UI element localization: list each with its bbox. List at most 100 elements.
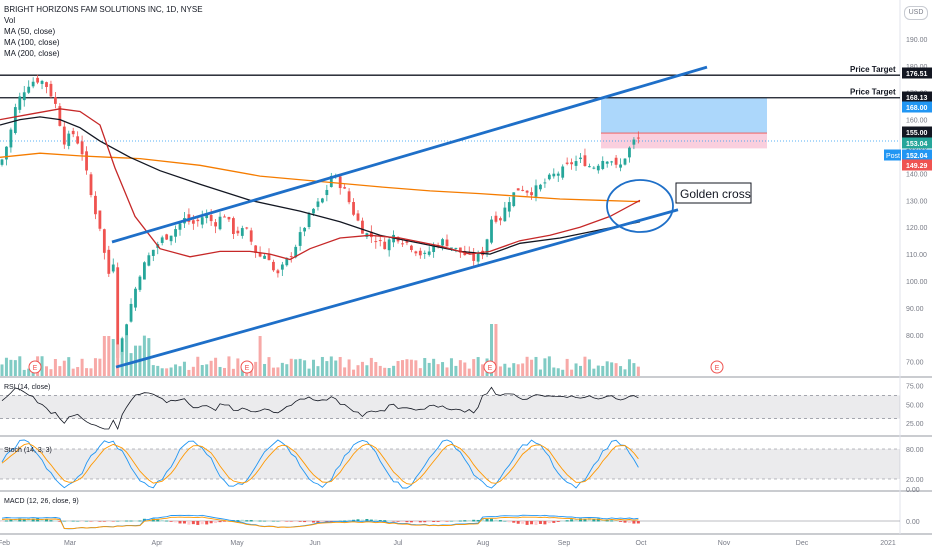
candle-body [227,216,231,220]
y-tick-label: 160.00 [906,118,928,125]
volume-bar [249,368,253,376]
candle-body [165,234,169,240]
volume-bar [596,365,600,376]
macd-histogram-bar [280,521,284,522]
candle-body [547,174,551,180]
volume-bar [507,367,511,376]
volume-bar [352,369,356,376]
macd-histogram-bar [525,521,529,525]
macd-histogram-bar [178,521,182,524]
macd-histogram-bar [485,518,489,522]
macd-histogram-bar [498,520,502,522]
macd-histogram-bar [592,518,596,522]
candle-body [85,151,88,171]
indicator-vol[interactable]: Vol [4,16,16,25]
macd-histogram-bar [187,521,191,525]
volume-bar [627,359,631,376]
x-tick-label: Oct [636,540,647,547]
macd-histogram-bar [405,521,409,523]
volume-bar [22,369,26,376]
macd-histogram-bar [463,520,467,522]
candle-body [67,133,71,146]
volume-bar [583,356,587,376]
macd-histogram-bar [476,519,480,522]
volume-bar [356,365,360,376]
channel-upper-line [111,65,708,244]
volume-bar [0,364,4,376]
volume-bar [231,368,235,376]
volume-bar [574,363,578,376]
volume-bar [285,364,289,376]
candle-body [191,220,195,224]
volume-bar [503,363,507,376]
macd-histogram-bar [579,518,582,522]
volume-bar [619,366,623,376]
price-label-value: 168.00 [906,105,928,112]
candle-body [552,173,556,177]
candle-body [27,86,31,93]
candle-body [507,202,511,212]
volume-bar [534,356,538,376]
macd-histogram-bar [151,518,155,522]
volume-bar [414,360,418,376]
currency-badge[interactable]: USD [904,6,928,20]
macd-histogram-bar [174,521,178,523]
volume-bar [196,356,200,376]
candle-body [102,229,106,253]
indicator-ma200[interactable]: MA (200, close) [4,49,60,58]
macd-histogram-bar [636,521,640,524]
macd-histogram-bar [356,519,360,522]
macd-histogram-bar [320,521,324,523]
candle-body [129,303,133,322]
volume-bar [111,339,115,376]
macd-histogram-bar [111,521,115,522]
candle-body [223,216,226,218]
volume-bar [325,361,329,376]
volume-bar [263,363,267,376]
macd-histogram-bar [347,519,351,522]
candle-body [494,215,498,222]
volume-bar [632,363,636,376]
candle-body [574,161,578,166]
volume-bar [85,368,89,376]
macd-histogram-bar [93,521,97,522]
macd-histogram-bar [71,520,75,522]
candle-body [619,164,622,168]
candle-body [543,182,547,184]
candle-body [18,96,22,110]
macd-histogram-bar [169,521,173,522]
macd-histogram-bar [138,520,142,522]
volume-bar [320,356,324,376]
price-label-box [902,101,932,113]
y-tick-label: 90.00 [906,306,924,313]
candle-body [378,240,382,242]
volume-bar [498,366,502,376]
candle-body [285,257,289,266]
earnings-marker-label: E [245,365,250,372]
volume-bar [525,356,529,376]
candle-body [423,252,427,254]
macd-histogram-bar [458,520,462,522]
candle-body [445,239,449,247]
indicator-ma100[interactable]: MA (100, close) [4,38,60,47]
volume-bar [62,360,66,376]
candle-body [329,175,333,188]
macd-histogram-bar [423,521,427,523]
volume-bar [271,367,275,376]
volume-bar [547,356,551,376]
golden-cross-ellipse [606,179,674,233]
macd-histogram-bar [583,518,587,522]
macd-histogram-bar [9,519,13,522]
candle-body [289,256,293,258]
candles [0,74,640,363]
volume-bar [441,362,445,376]
indicator-ma50[interactable]: MA (50, close) [4,27,56,36]
price-label-value: 149.29 [906,163,928,170]
volume-bar [156,365,160,376]
macd-histogram-bar [494,519,498,522]
candle-body [503,207,507,222]
channel-lower-line [115,208,679,369]
macd-histogram-bar [436,521,440,522]
macd-histogram-bar [98,521,102,522]
